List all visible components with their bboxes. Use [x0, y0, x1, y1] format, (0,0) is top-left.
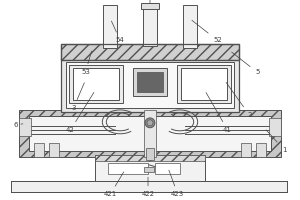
Bar [141, 3, 159, 9]
Bar [34, 143, 44, 157]
Bar [95, 155, 205, 181]
Bar [61, 44, 239, 60]
Bar [11, 181, 287, 192]
Bar [103, 5, 117, 48]
Text: 53: 53 [81, 51, 92, 75]
Text: 3: 3 [71, 83, 84, 111]
Text: 422: 422 [142, 177, 154, 197]
Bar [177, 65, 231, 103]
Bar [73, 68, 119, 100]
Bar [133, 68, 167, 96]
Bar [256, 143, 266, 157]
Text: 5: 5 [232, 52, 260, 75]
Bar [29, 116, 271, 151]
Text: 41: 41 [206, 92, 232, 133]
Bar [143, 3, 157, 46]
Bar [144, 167, 154, 172]
Text: 1: 1 [266, 130, 286, 153]
Bar [242, 143, 251, 157]
Text: 421: 421 [104, 172, 124, 197]
Text: 423: 423 [169, 170, 184, 197]
Text: 54: 54 [111, 21, 124, 43]
Bar [19, 118, 31, 136]
Bar [137, 72, 163, 92]
Bar [49, 143, 58, 157]
Bar [69, 65, 123, 103]
Text: 52: 52 [192, 20, 222, 43]
Bar [181, 68, 227, 100]
Bar [61, 44, 239, 60]
Bar [19, 110, 281, 157]
Text: 2: 2 [226, 82, 251, 118]
Bar [61, 58, 239, 112]
Text: 6: 6 [14, 122, 23, 128]
Bar [146, 148, 154, 160]
Bar [269, 118, 281, 136]
Bar [155, 163, 180, 174]
Bar [108, 163, 148, 174]
Bar [183, 5, 197, 48]
Circle shape [145, 118, 155, 128]
Circle shape [147, 120, 153, 126]
Bar [66, 62, 234, 108]
Bar [144, 110, 156, 157]
Text: 42: 42 [66, 92, 94, 133]
Bar [95, 155, 205, 161]
